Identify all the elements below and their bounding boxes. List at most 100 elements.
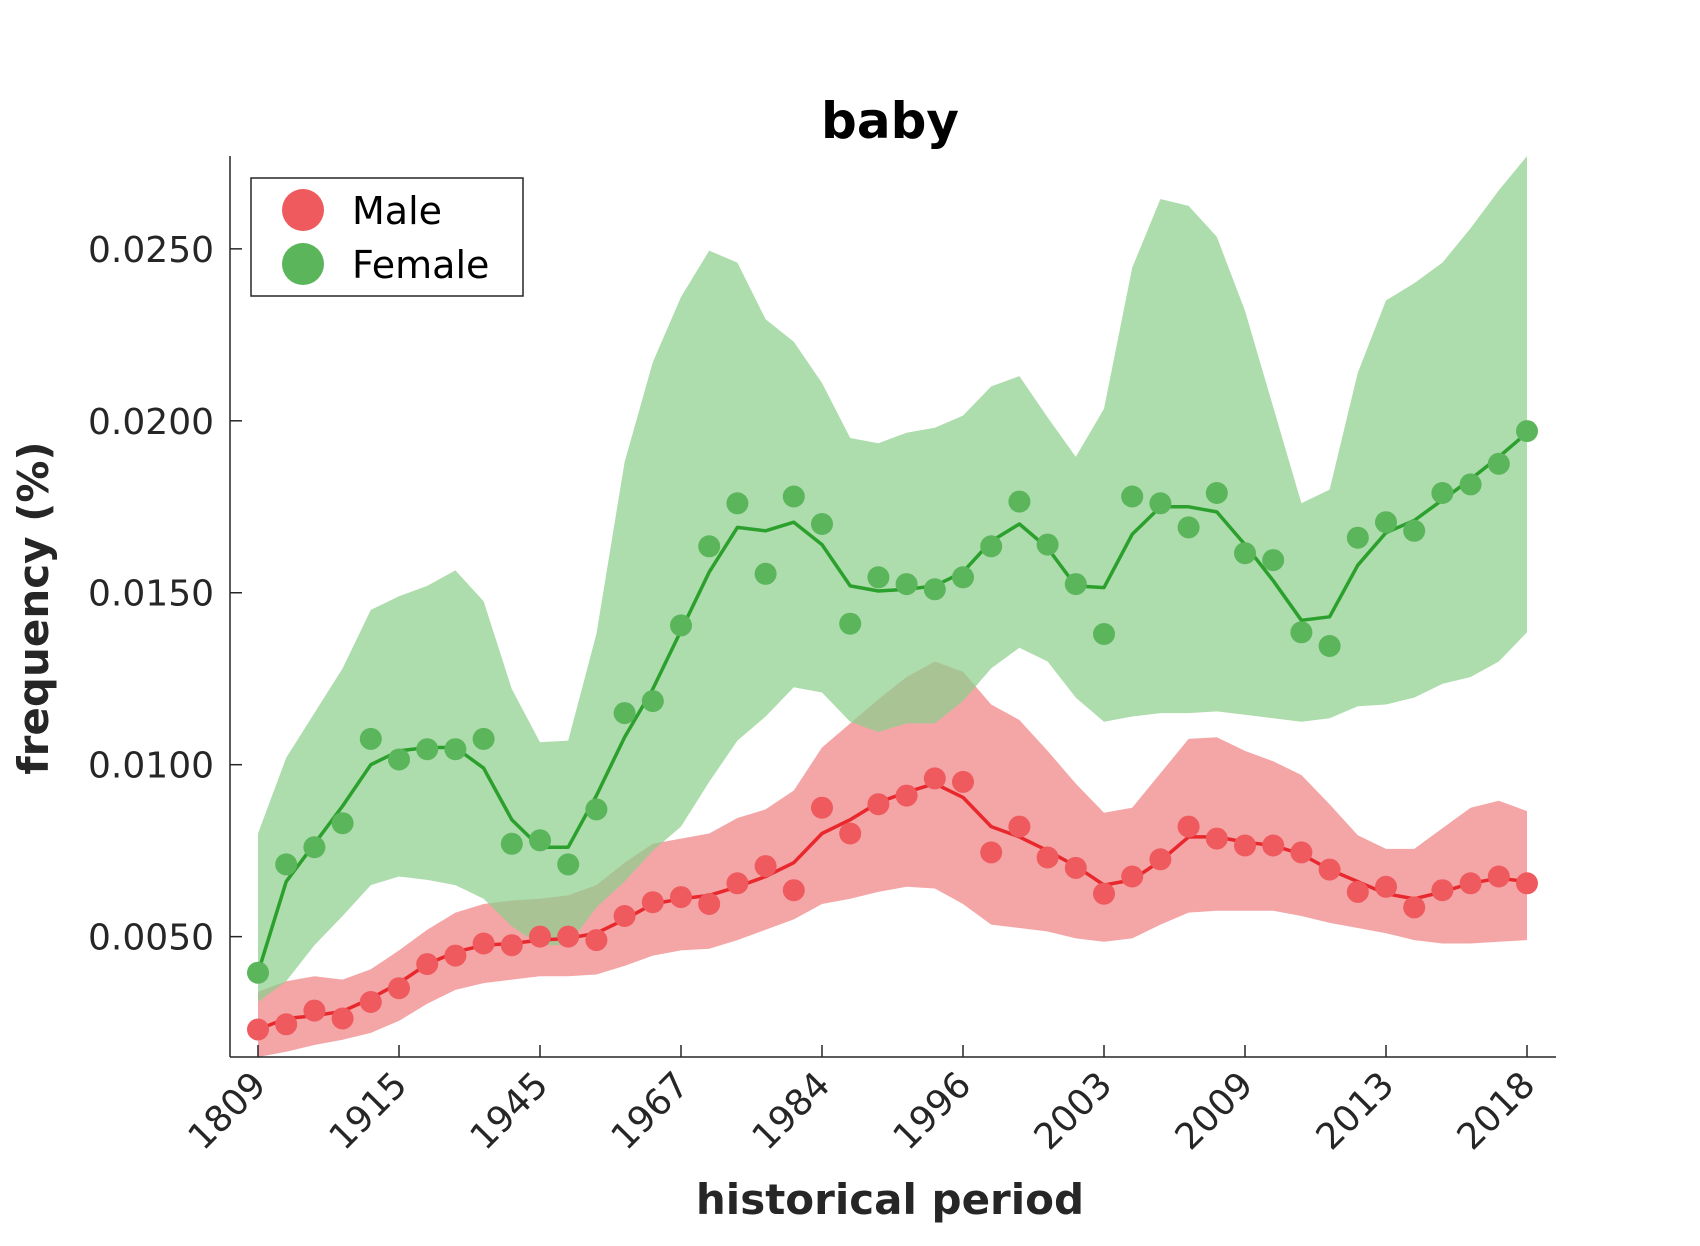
female-data-point <box>1487 452 1510 475</box>
female-data-point <box>359 727 382 750</box>
y-tick-label: 0.0200 <box>88 402 214 443</box>
female-data-point <box>472 727 495 750</box>
male-data-point <box>782 879 805 902</box>
male-data-point <box>1121 865 1144 888</box>
male-data-point <box>1205 827 1228 850</box>
male-data-point <box>698 893 721 915</box>
confidence-bands <box>258 156 1527 1057</box>
female-data-point <box>1262 549 1285 572</box>
female-data-point <box>416 738 439 761</box>
female-data-point <box>952 566 974 589</box>
male-data-point <box>416 953 439 976</box>
male-data-point <box>1064 856 1087 879</box>
male-confidence-band <box>258 661 1527 1057</box>
female-data-point <box>726 492 749 515</box>
male-data-point <box>1036 846 1059 869</box>
data-points <box>247 420 1538 1041</box>
y-tick-label: 0.0150 <box>88 574 214 615</box>
female-data-point <box>698 535 721 558</box>
male-data-point <box>641 891 664 914</box>
male-data-point <box>1234 834 1256 857</box>
female-data-point <box>247 961 269 984</box>
female-data-point <box>867 566 890 589</box>
female-trend-line <box>256 431 1529 974</box>
y-tick-label: 0.0100 <box>88 746 214 787</box>
y-tick-label: 0.0250 <box>88 230 214 271</box>
male-data-point <box>585 929 608 952</box>
female-data-point <box>1121 485 1144 508</box>
x-tick-label: 2018 <box>1450 1064 1544 1158</box>
male-data-point <box>670 886 692 909</box>
female-data-point <box>641 690 664 713</box>
male-data-point <box>613 905 636 927</box>
male-data-point <box>726 872 749 895</box>
male-data-point <box>388 977 410 1000</box>
female-data-point <box>388 748 410 771</box>
y-tick-label: 0.0050 <box>88 918 214 959</box>
male-data-point <box>1459 872 1482 895</box>
male-data-point <box>1177 815 1200 838</box>
female-data-point <box>303 836 326 859</box>
female-data-point <box>1008 490 1031 513</box>
male-data-point <box>754 855 777 878</box>
female-data-point <box>1403 519 1426 542</box>
x-tick-label: 1945 <box>463 1064 557 1158</box>
female-data-point <box>1234 542 1256 565</box>
male-data-point <box>1346 880 1369 903</box>
x-axis-label: historical period <box>696 1175 1084 1224</box>
female-data-point <box>557 853 580 876</box>
female-data-point <box>811 513 833 535</box>
male-data-point <box>1008 815 1031 838</box>
x-tick-label: 1996 <box>886 1064 980 1158</box>
male-data-point <box>1262 834 1285 857</box>
male-data-point <box>1431 879 1454 902</box>
x-tick-label: 2003 <box>1027 1064 1121 1158</box>
x-tick-label: 2009 <box>1168 1064 1262 1158</box>
male-data-point <box>1149 848 1172 871</box>
female-data-point <box>1431 482 1454 504</box>
female-data-point <box>1375 511 1397 534</box>
female-data-point <box>754 562 777 585</box>
male-data-point <box>839 822 862 845</box>
male-data-point <box>923 767 946 790</box>
legend-label-male: Male <box>352 189 442 233</box>
legend-marker-female <box>282 243 324 285</box>
x-tick-label: 1915 <box>322 1064 416 1158</box>
female-data-point <box>670 614 692 637</box>
female-data-point <box>585 798 608 821</box>
female-data-point <box>1093 623 1115 645</box>
male-data-point <box>1487 865 1510 888</box>
female-data-point <box>529 829 551 852</box>
female-data-point <box>613 702 636 725</box>
female-confidence-band <box>258 156 1527 1002</box>
female-data-point <box>782 485 805 508</box>
female-data-point <box>1459 473 1482 496</box>
male-data-point <box>529 925 551 948</box>
male-data-point <box>811 796 833 819</box>
female-data-point <box>1318 635 1341 657</box>
x-tick-label: 1809 <box>181 1064 275 1158</box>
male-data-point <box>275 1013 298 1036</box>
female-data-point <box>1149 492 1172 515</box>
female-data-point <box>923 578 946 601</box>
male-data-point <box>557 925 580 948</box>
male-data-point <box>303 999 326 1022</box>
legend: Male Female <box>250 177 524 297</box>
female-data-point <box>1177 516 1200 539</box>
female-data-point <box>895 573 918 596</box>
female-data-point <box>500 832 523 855</box>
male-data-point <box>1318 858 1341 881</box>
x-tick-label: 2013 <box>1309 1064 1403 1158</box>
male-data-point <box>952 770 974 793</box>
x-tick-label: 1967 <box>604 1064 698 1158</box>
male-data-point <box>1516 872 1538 895</box>
male-data-point <box>1403 896 1426 919</box>
male-data-point <box>472 932 495 955</box>
male-data-point <box>247 1018 269 1041</box>
legend-marker-male <box>282 189 324 231</box>
female-data-point <box>331 812 354 835</box>
female-data-point <box>980 535 1003 558</box>
female-data-point <box>1290 621 1313 644</box>
male-data-point <box>1375 875 1397 898</box>
